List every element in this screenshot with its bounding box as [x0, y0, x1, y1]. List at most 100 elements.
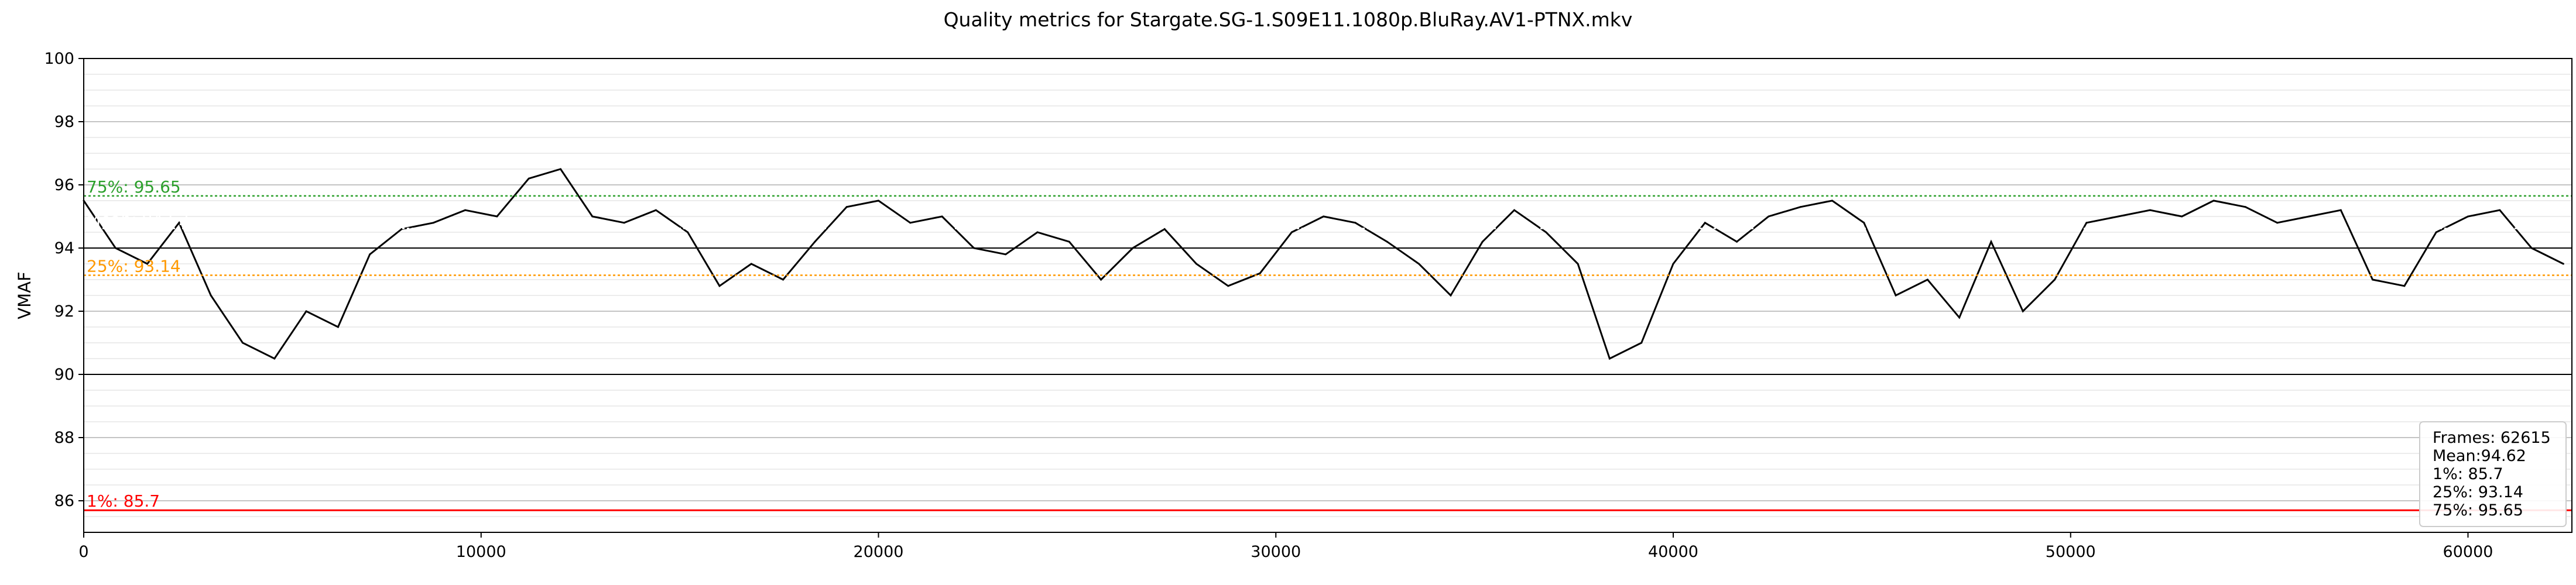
vmaf-data-point	[2244, 206, 2246, 208]
vmaf-data-point	[2499, 209, 2501, 211]
vmaf-data-point	[591, 215, 594, 218]
vmaf-data-point	[941, 215, 943, 218]
vmaf-data-point	[750, 263, 752, 265]
vmaf-data-point	[1799, 206, 1801, 208]
vmaf-data-point	[687, 231, 689, 233]
legend-line: 75%: 95.65	[2433, 501, 2523, 519]
y-tick-label: 96	[54, 176, 74, 194]
x-tick-label: 40000	[1648, 543, 1698, 561]
vmaf-data-point	[114, 247, 117, 249]
vmaf-data-point	[782, 278, 785, 281]
vmaf-data-point	[1577, 263, 1579, 265]
vmaf-data-point	[1354, 222, 1356, 224]
vmaf-data-point	[1990, 240, 1992, 243]
vmaf-data-point	[432, 222, 434, 224]
vmaf-data-point	[2117, 215, 2119, 218]
vmaf-data-point	[178, 222, 180, 224]
vmaf-data-point	[1323, 215, 1325, 218]
legend-line: 1%: 85.7	[2433, 465, 2503, 483]
vmaf-data-point	[1736, 240, 1738, 243]
legend-box	[2419, 421, 2567, 527]
series-group	[83, 168, 2564, 360]
vmaf-data-point	[1926, 278, 1928, 281]
vmaf-data-point	[1704, 222, 1706, 224]
reference-lines: 75%: 95.65 Mean: 94.62 25%: 93.14 1%: 85.7	[84, 177, 2572, 511]
vmaf-data-point	[560, 168, 562, 170]
vmaf-data-point	[814, 240, 816, 243]
x-tick-label: 10000	[456, 543, 506, 561]
x-tick-label: 30000	[1251, 543, 1301, 561]
y-tick-label: 88	[54, 429, 74, 447]
vmaf-data-point	[878, 199, 880, 202]
vmaf-data-point	[1227, 285, 1229, 287]
vmaf-data-point	[1863, 222, 1865, 224]
vmaf-data-point	[1958, 316, 1961, 319]
vmaf-data-point	[1545, 231, 1547, 233]
vmaf-data-point	[2022, 310, 2024, 312]
vmaf-data-point	[496, 215, 498, 218]
y-tick-label: 94	[54, 239, 74, 257]
vmaf-data-point	[1290, 231, 1293, 233]
vmaf-data-point	[400, 228, 403, 230]
vmaf-data-point	[2530, 247, 2533, 249]
vmaf-data-point	[2054, 278, 2056, 281]
vmaf-data-point	[1100, 278, 1102, 281]
vmaf-data-point	[1608, 357, 1611, 360]
y-axis-label: VMAF	[15, 271, 35, 319]
chart-title: Quality metrics for Stargate.SG-1.S09E11…	[944, 8, 1633, 31]
vmaf-data-point	[464, 209, 467, 211]
vmaf-data-point	[527, 177, 530, 180]
vmaf-data-point	[1831, 199, 1834, 202]
vmaf-data-point	[1005, 253, 1007, 256]
vmaf-data-point	[845, 206, 848, 208]
plot-area-frame	[83, 58, 2572, 533]
x-tick-label: 60000	[2443, 543, 2493, 561]
vmaf-data-point	[2435, 231, 2437, 233]
reference-line-label: 1%: 85.7	[87, 491, 160, 511]
vmaf-data-point	[655, 209, 657, 211]
vmaf-data-point	[1132, 247, 1134, 249]
vmaf-data-point	[1450, 294, 1452, 297]
y-tick-label: 100	[44, 50, 74, 68]
vmaf-data-point	[909, 222, 912, 224]
vmaf-data-point	[305, 310, 307, 312]
vmaf-data-point	[2308, 215, 2310, 218]
vmaf-data-point	[2276, 222, 2279, 224]
y-axis-ticks: 86 88 90 92 94 96 98 100	[44, 50, 84, 510]
vmaf-data-point	[1513, 209, 1516, 211]
vmaf-data-point	[1640, 342, 1643, 344]
vmaf-data-point	[242, 342, 244, 344]
y-tick-label: 86	[54, 492, 74, 510]
vmaf-data-point	[2339, 209, 2342, 211]
reference-line-label: 25%: 93.14	[87, 256, 181, 276]
y-tick-label: 90	[54, 366, 74, 384]
vmaf-data-point	[1068, 240, 1070, 243]
vmaf-data-point	[718, 285, 721, 287]
vmaf-data-point	[2149, 209, 2152, 211]
vmaf-data-point	[1418, 263, 1420, 265]
y-tick-label: 92	[54, 302, 74, 321]
x-axis-ticks: 0 10000 20000 30000 40000 50000 60000	[78, 532, 2493, 561]
vmaf-data-point	[1767, 215, 1770, 218]
x-tick-label: 20000	[854, 543, 904, 561]
vmaf-data-point	[1036, 231, 1039, 233]
vmaf-data-point	[1386, 240, 1388, 243]
x-tick-label: 0	[78, 543, 88, 561]
x-tick-label: 50000	[2046, 543, 2096, 561]
vmaf-data-point	[972, 247, 975, 249]
vmaf-data-point	[2085, 222, 2088, 224]
reference-line-label: 75%: 95.65	[87, 177, 181, 197]
vmaf-data-point	[1195, 263, 1198, 265]
vmaf-data-point	[210, 294, 212, 297]
legend-line: Frames: 62615	[2433, 429, 2551, 447]
vmaf-data-point	[623, 222, 625, 224]
vmaf-data-point	[1259, 272, 1261, 274]
vmaf-data-point	[1481, 240, 1484, 243]
vmaf-data-point	[1672, 263, 1674, 265]
vmaf-data-point	[273, 357, 276, 360]
reference-line-label: Mean: 94.62	[87, 210, 189, 229]
vmaf-data-point	[2181, 215, 2183, 218]
legend-line: Mean:94.62	[2433, 447, 2526, 465]
